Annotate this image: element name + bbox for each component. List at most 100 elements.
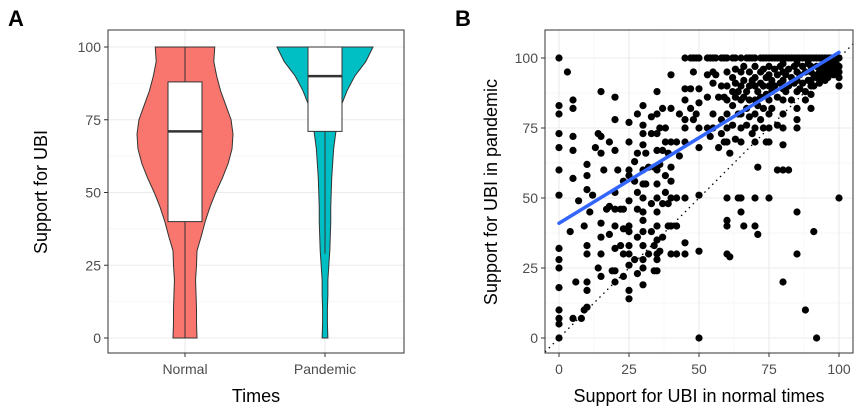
scatter-point — [731, 93, 740, 101]
scatter-point — [785, 65, 793, 73]
scatter-point — [729, 74, 737, 82]
panel-b-y-tick-label: 75 — [522, 120, 538, 136]
panel-a-x-axis-title: Times — [232, 386, 280, 406]
scatter-point — [681, 124, 689, 132]
scatter-point — [597, 233, 605, 241]
scatter-point — [723, 96, 731, 104]
scatter-point — [611, 267, 619, 275]
panel-b-x-axis-title: Support for UBI in normal times — [573, 386, 824, 406]
scatter-point — [572, 278, 580, 286]
scatter-point — [653, 222, 661, 230]
scatter-point — [611, 116, 619, 124]
scatter-point — [583, 172, 591, 180]
scatter-point — [661, 124, 670, 132]
scatter-point — [625, 228, 633, 236]
scatter-point — [793, 124, 801, 132]
panel-a-y-tick-label: 50 — [85, 185, 101, 201]
scatter-point — [737, 138, 745, 146]
scatter-point — [745, 96, 754, 104]
scatter-point — [625, 197, 633, 205]
scatter-point — [583, 286, 591, 294]
scatter-point — [569, 146, 577, 154]
scatter-point — [639, 242, 647, 250]
scatter-point — [619, 205, 628, 213]
panel-a-y-axis-title: Support for UBI — [31, 130, 51, 254]
scatter-point — [667, 222, 675, 230]
scatter-point — [759, 65, 768, 73]
scatter-point — [743, 121, 751, 129]
panel-a-y-tick-label: 100 — [78, 39, 102, 55]
scatter-point — [782, 71, 790, 79]
scatter-point — [555, 264, 563, 272]
scatter-point — [692, 110, 700, 118]
scatter-point — [723, 216, 731, 224]
scatter-point — [835, 194, 843, 202]
scatter-point — [695, 85, 703, 93]
scatter-point — [754, 88, 762, 96]
scatter-point — [796, 85, 804, 93]
scatter-point — [653, 194, 661, 202]
scatter-point — [729, 102, 737, 110]
scatter-point — [768, 76, 776, 84]
scatter-point — [555, 130, 563, 138]
scatter-point — [653, 166, 661, 174]
scatter-point — [737, 124, 745, 132]
scatter-point — [642, 149, 650, 157]
scatter-point — [737, 54, 745, 62]
scatter-point — [737, 194, 745, 202]
scatter-point — [633, 270, 642, 278]
scatter-point — [555, 144, 563, 152]
scatter-point — [639, 208, 647, 216]
scatter-point — [675, 152, 684, 160]
scatter-point — [706, 132, 714, 140]
scatter-point — [569, 96, 577, 104]
scatter-point — [765, 124, 773, 132]
scatter-point — [740, 222, 748, 230]
scatter-point — [555, 314, 563, 322]
scatter-point — [583, 303, 591, 311]
scatter-point — [709, 79, 717, 87]
scatter-point — [681, 96, 689, 104]
scatter-point — [807, 90, 815, 98]
panel-a-y-tick-label: 75 — [85, 112, 101, 128]
scatter-point — [667, 104, 675, 112]
panel-b-x-ticks: 0 25 50 75 100 — [555, 353, 851, 377]
scatter-point — [801, 96, 810, 104]
scatter-point — [597, 132, 605, 140]
scatter-point — [751, 74, 759, 82]
panel-b-x-tick-label: 50 — [691, 361, 707, 377]
panel-a-y-tick-label: 0 — [93, 330, 101, 346]
scatter-point — [597, 272, 605, 280]
scatter-point — [653, 180, 661, 188]
scatter-point — [793, 250, 801, 258]
scatter-point — [611, 93, 619, 101]
scatter-point — [799, 62, 807, 70]
scatter-point — [779, 76, 787, 84]
scatter-point — [555, 166, 563, 174]
scatter-point — [815, 79, 824, 87]
scatter-point — [751, 62, 759, 70]
panel-b-y-tick-label: 100 — [515, 50, 539, 66]
scatter-point — [611, 205, 619, 213]
scatter-point — [569, 132, 577, 140]
scatter-point — [656, 247, 664, 255]
scatter-point — [737, 208, 745, 216]
scatter-point — [633, 149, 642, 157]
scatter-point — [835, 82, 843, 90]
scatter-point — [664, 200, 672, 208]
scatter-point — [597, 88, 605, 96]
panel-b-x-tick-label: 100 — [827, 361, 851, 377]
scatter-point — [639, 264, 647, 272]
scatter-point — [647, 130, 656, 138]
scatter-point — [681, 85, 689, 93]
scatter-point — [611, 244, 619, 252]
scatter-point — [751, 82, 759, 90]
scatter-point — [779, 166, 787, 174]
scatter-point — [659, 104, 667, 112]
scatter-point — [731, 79, 740, 87]
scatter-point — [717, 82, 726, 90]
scatter-point — [661, 172, 670, 180]
scatter-point — [667, 163, 675, 171]
scatter-point — [639, 141, 647, 149]
scatter-point — [667, 194, 675, 202]
